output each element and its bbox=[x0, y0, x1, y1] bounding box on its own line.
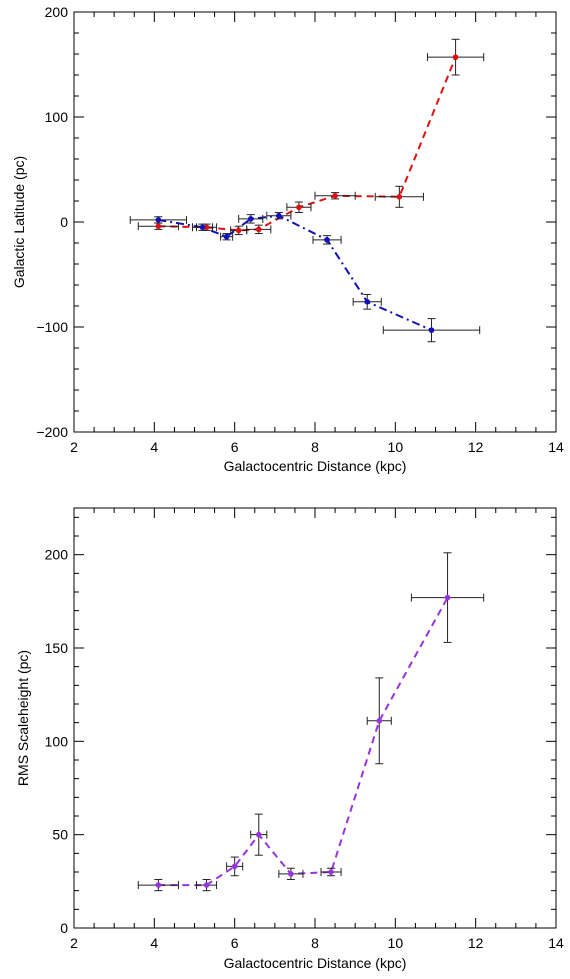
scaleheight-points bbox=[155, 594, 451, 888]
latitude-x-ticks: 2 4 6 8 10 12 14 bbox=[70, 12, 564, 455]
scaleheight-x-tick-label: 6 bbox=[231, 935, 239, 951]
latitude-series-1-point bbox=[364, 299, 371, 305]
scaleheight-series-0-line bbox=[158, 597, 449, 887]
scaleheight-series-0-point bbox=[255, 831, 262, 838]
latitude-x-axis-label: Galactocentric Distance (kpc) bbox=[224, 458, 407, 474]
latitude-series-0-point bbox=[235, 227, 242, 234]
latitude-series-1-point bbox=[155, 217, 162, 223]
scaleheight-chart: 2 4 6 8 10 12 14 0 50 100 150 200 Galactocentric D… bbox=[15, 507, 564, 971]
latitude-points bbox=[155, 54, 459, 333]
scaleheight-plot-frame bbox=[73, 507, 557, 929]
latitude-series-1-line bbox=[158, 214, 432, 332]
latitude-series-1-point bbox=[276, 212, 282, 219]
latitude-x-tick-label: 8 bbox=[311, 439, 319, 455]
scaleheight-y-tick-label: 200 bbox=[45, 547, 69, 563]
scaleheight-error-bars bbox=[137, 552, 485, 892]
latitude-x-tick-label: 4 bbox=[150, 439, 158, 455]
latitude-y-tick-label: 100 bbox=[45, 109, 69, 125]
latitude-x-tick-label: 2 bbox=[70, 439, 78, 455]
latitude-y-ticks: 200 100 0 −100 −200 bbox=[36, 4, 556, 440]
scaleheight-series-lines bbox=[158, 597, 449, 887]
scaleheight-series-0-point bbox=[231, 863, 238, 870]
scaleheight-x-tick-label: 8 bbox=[311, 935, 319, 951]
latitude-series-lines bbox=[158, 56, 457, 332]
latitude-series-1-point bbox=[324, 237, 330, 243]
scaleheight-y-tick-label: 100 bbox=[45, 733, 69, 749]
latitude-series-0-point bbox=[203, 224, 210, 231]
scaleheight-x-tick-label: 10 bbox=[388, 935, 404, 951]
scaleheight-series-0-point bbox=[288, 871, 294, 877]
latitude-x-tick-label: 12 bbox=[468, 439, 484, 455]
scaleheight-y-axis-label: RMS Scaleheight (pc) bbox=[15, 650, 31, 786]
scaleheight-y-tick-label: 0 bbox=[60, 920, 68, 936]
scaleheight-x-axis-label: Galactocentric Distance (kpc) bbox=[224, 955, 407, 971]
latitude-series-1-point bbox=[223, 233, 230, 240]
latitude-series-1-point bbox=[247, 216, 254, 222]
scaleheight-y-ticks: 0 50 100 150 200 bbox=[45, 516, 556, 936]
latitude-series-0-point bbox=[396, 194, 403, 200]
scaleheight-x-tick-label: 4 bbox=[150, 935, 158, 951]
latitude-x-tick-label: 10 bbox=[388, 439, 404, 455]
latitude-y-axis-label: Galactic Latitude (pc) bbox=[11, 156, 27, 288]
latitude-series-1-point bbox=[199, 224, 206, 231]
scaleheight-y-tick-label: 50 bbox=[52, 827, 68, 843]
latitude-y-tick-label: −100 bbox=[36, 319, 68, 335]
latitude-series-1-point bbox=[428, 327, 435, 333]
latitude-series-0-point bbox=[452, 54, 459, 60]
scaleheight-y-tick-label: 150 bbox=[45, 640, 69, 656]
scaleheight-series-0-point bbox=[328, 869, 334, 875]
latitude-x-tick-label: 14 bbox=[548, 439, 564, 455]
scaleheight-x-tick-label: 14 bbox=[548, 935, 564, 951]
scaleheight-x-tick-label: 2 bbox=[70, 935, 78, 951]
latitude-series-0-point bbox=[155, 223, 162, 229]
latitude-series-0-line bbox=[158, 56, 457, 232]
latitude-series-0-point bbox=[255, 226, 262, 233]
latitude-y-tick-label: −200 bbox=[36, 424, 68, 440]
latitude-x-tick-label: 6 bbox=[231, 439, 239, 455]
latitude-series-0-point bbox=[332, 192, 338, 199]
latitude-error-bars bbox=[129, 38, 485, 343]
latitude-plot-frame bbox=[73, 11, 557, 433]
scaleheight-x-ticks: 2 4 6 8 10 12 14 bbox=[70, 508, 564, 951]
scaleheight-series-0-point bbox=[376, 718, 383, 724]
scaleheight-series-0-point bbox=[203, 882, 210, 888]
latitude-y-tick-label: 0 bbox=[60, 214, 68, 230]
scaleheight-series-0-point bbox=[444, 594, 451, 601]
latitude-chart: 2 4 6 8 10 12 14 200 100 0 −100 −200 Galactocentri… bbox=[11, 4, 564, 474]
scaleheight-x-tick-label: 12 bbox=[468, 935, 484, 951]
scaleheight-series-0-point bbox=[155, 882, 162, 888]
latitude-series-0-point bbox=[296, 204, 302, 211]
latitude-y-tick-label: 200 bbox=[45, 4, 69, 20]
